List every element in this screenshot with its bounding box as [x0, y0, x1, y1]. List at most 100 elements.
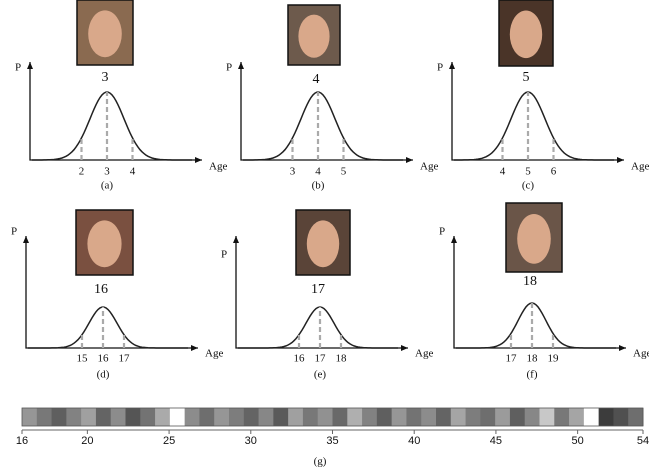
- photo-face: [88, 10, 122, 58]
- caption: (c): [522, 180, 535, 192]
- strip-cell: [214, 408, 230, 426]
- age-label: 18: [336, 353, 348, 365]
- caption: (e): [314, 369, 327, 381]
- x-axis-label: Age: [209, 161, 227, 173]
- strip-cell: [184, 408, 200, 426]
- age-label: 6: [551, 166, 557, 178]
- age-label: 18: [527, 353, 539, 365]
- strip-cell: [376, 408, 393, 426]
- strip-cell: [628, 408, 644, 426]
- strip-cell: [554, 408, 570, 426]
- age-label: 3: [290, 166, 296, 178]
- y-axis-label: P: [226, 62, 232, 74]
- strip-cell: [229, 408, 245, 426]
- strip-cell: [169, 408, 186, 426]
- panel: P Age 16 17 18 17 (e): [221, 209, 433, 381]
- photo-face: [509, 10, 543, 59]
- strip-cell: [95, 408, 112, 426]
- distribution-curve: [456, 302, 616, 349]
- strip-cell: [317, 408, 333, 426]
- strip-cell: [362, 408, 378, 426]
- strip-tick-label: 50: [572, 435, 584, 447]
- y-axis-label: P: [439, 226, 445, 238]
- strip-cell: [539, 408, 555, 426]
- photo-face: [87, 220, 122, 268]
- age-label: 4: [500, 166, 506, 178]
- peak-label: 17: [311, 282, 325, 297]
- distribution-curve: [32, 91, 192, 161]
- age-label: 19: [548, 353, 560, 365]
- strip-cell: [155, 408, 171, 426]
- axes: [25, 236, 198, 349]
- x-axis-label: Age: [633, 348, 649, 360]
- y-axis-label: P: [15, 62, 21, 74]
- peak-label: 18: [523, 274, 537, 289]
- strip-cell: [347, 408, 363, 426]
- arrow: [27, 62, 202, 163]
- strip-cell: [81, 408, 97, 426]
- x-axis-label: Age: [631, 161, 649, 173]
- strip-cell: [583, 408, 600, 426]
- strip-tick-label: 35: [326, 435, 338, 447]
- panel: P Age 3 4 5 4 (b): [226, 4, 438, 192]
- strip-cell: [391, 408, 407, 426]
- age-label: 3: [104, 166, 110, 178]
- strip-tick-label: 54: [637, 435, 649, 447]
- age-label: 4: [130, 166, 136, 178]
- photo-face: [517, 214, 551, 264]
- age-label: 5: [341, 166, 347, 178]
- strip-cell: [51, 408, 67, 426]
- age-label: 4: [315, 166, 321, 178]
- strip-cell: [421, 408, 437, 426]
- y-axis-label: P: [437, 62, 443, 74]
- caption: (b): [312, 180, 325, 192]
- strip-cell: [110, 408, 126, 426]
- distribution-curve: [454, 91, 614, 161]
- distribution-curve: [238, 306, 398, 349]
- x-axis-label: Age: [415, 348, 433, 360]
- peak-label: 3: [102, 70, 109, 85]
- strip-cell: [125, 408, 141, 426]
- strip-cell: [273, 408, 289, 426]
- y-axis-label: P: [11, 226, 17, 238]
- strip-cell: [465, 408, 481, 426]
- age-label: 2: [79, 166, 85, 178]
- age-label: 16: [98, 353, 110, 365]
- caption: (f): [527, 369, 538, 381]
- strip-tick-label: 20: [81, 435, 93, 447]
- strip-cell: [569, 408, 585, 426]
- peak-label: 5: [523, 70, 530, 85]
- strip-tick-label: 40: [408, 435, 420, 447]
- strip-cell: [140, 408, 156, 426]
- strip-cell: [598, 408, 614, 426]
- distribution-curve: [28, 306, 188, 349]
- axes: [29, 62, 202, 161]
- age-label: 17: [119, 353, 131, 365]
- caption: (d): [97, 369, 110, 381]
- caption: (g): [314, 456, 327, 468]
- strip-cell: [613, 408, 629, 426]
- age-label: 5: [525, 166, 531, 178]
- age-label: 17: [315, 353, 327, 365]
- strip-cell: [243, 408, 260, 426]
- axes: [453, 236, 626, 349]
- panel: P Age 17 18 19 18 (f): [439, 202, 649, 381]
- age-label: 15: [77, 353, 89, 365]
- strip-cell: [302, 408, 319, 426]
- strip-cell: [524, 408, 540, 426]
- strip-border: [21, 407, 644, 427]
- axes: [451, 62, 624, 161]
- strip-tick-label: 30: [245, 435, 257, 447]
- peak-label: 16: [94, 282, 108, 297]
- strip-tick-label: 45: [490, 435, 502, 447]
- strip-tick-label: 25: [163, 435, 175, 447]
- strip-cell: [509, 408, 526, 426]
- strip-cell: [480, 408, 496, 426]
- strip-cell: [495, 408, 511, 426]
- peak-label: 4: [313, 72, 320, 87]
- age-label: 16: [294, 353, 306, 365]
- strip-cell: [332, 408, 348, 426]
- arrow: [449, 62, 624, 163]
- caption: (a): [101, 180, 114, 192]
